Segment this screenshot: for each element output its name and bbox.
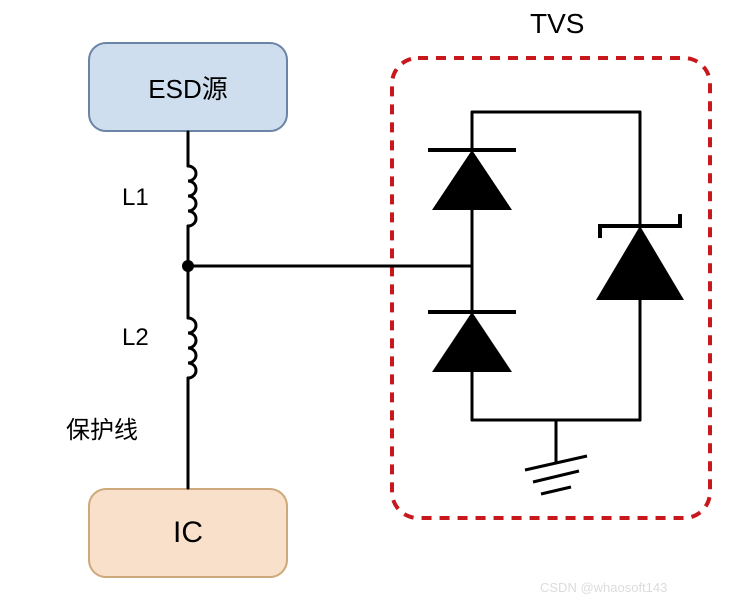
ground-symbol	[525, 456, 587, 494]
inductor-l2	[188, 318, 196, 378]
diode-d2	[428, 312, 516, 372]
diode-d1	[428, 150, 516, 210]
inductor-l1	[188, 166, 196, 226]
circuit-svg	[0, 0, 754, 601]
zener-diode	[596, 214, 684, 300]
junction-dot	[182, 260, 194, 272]
